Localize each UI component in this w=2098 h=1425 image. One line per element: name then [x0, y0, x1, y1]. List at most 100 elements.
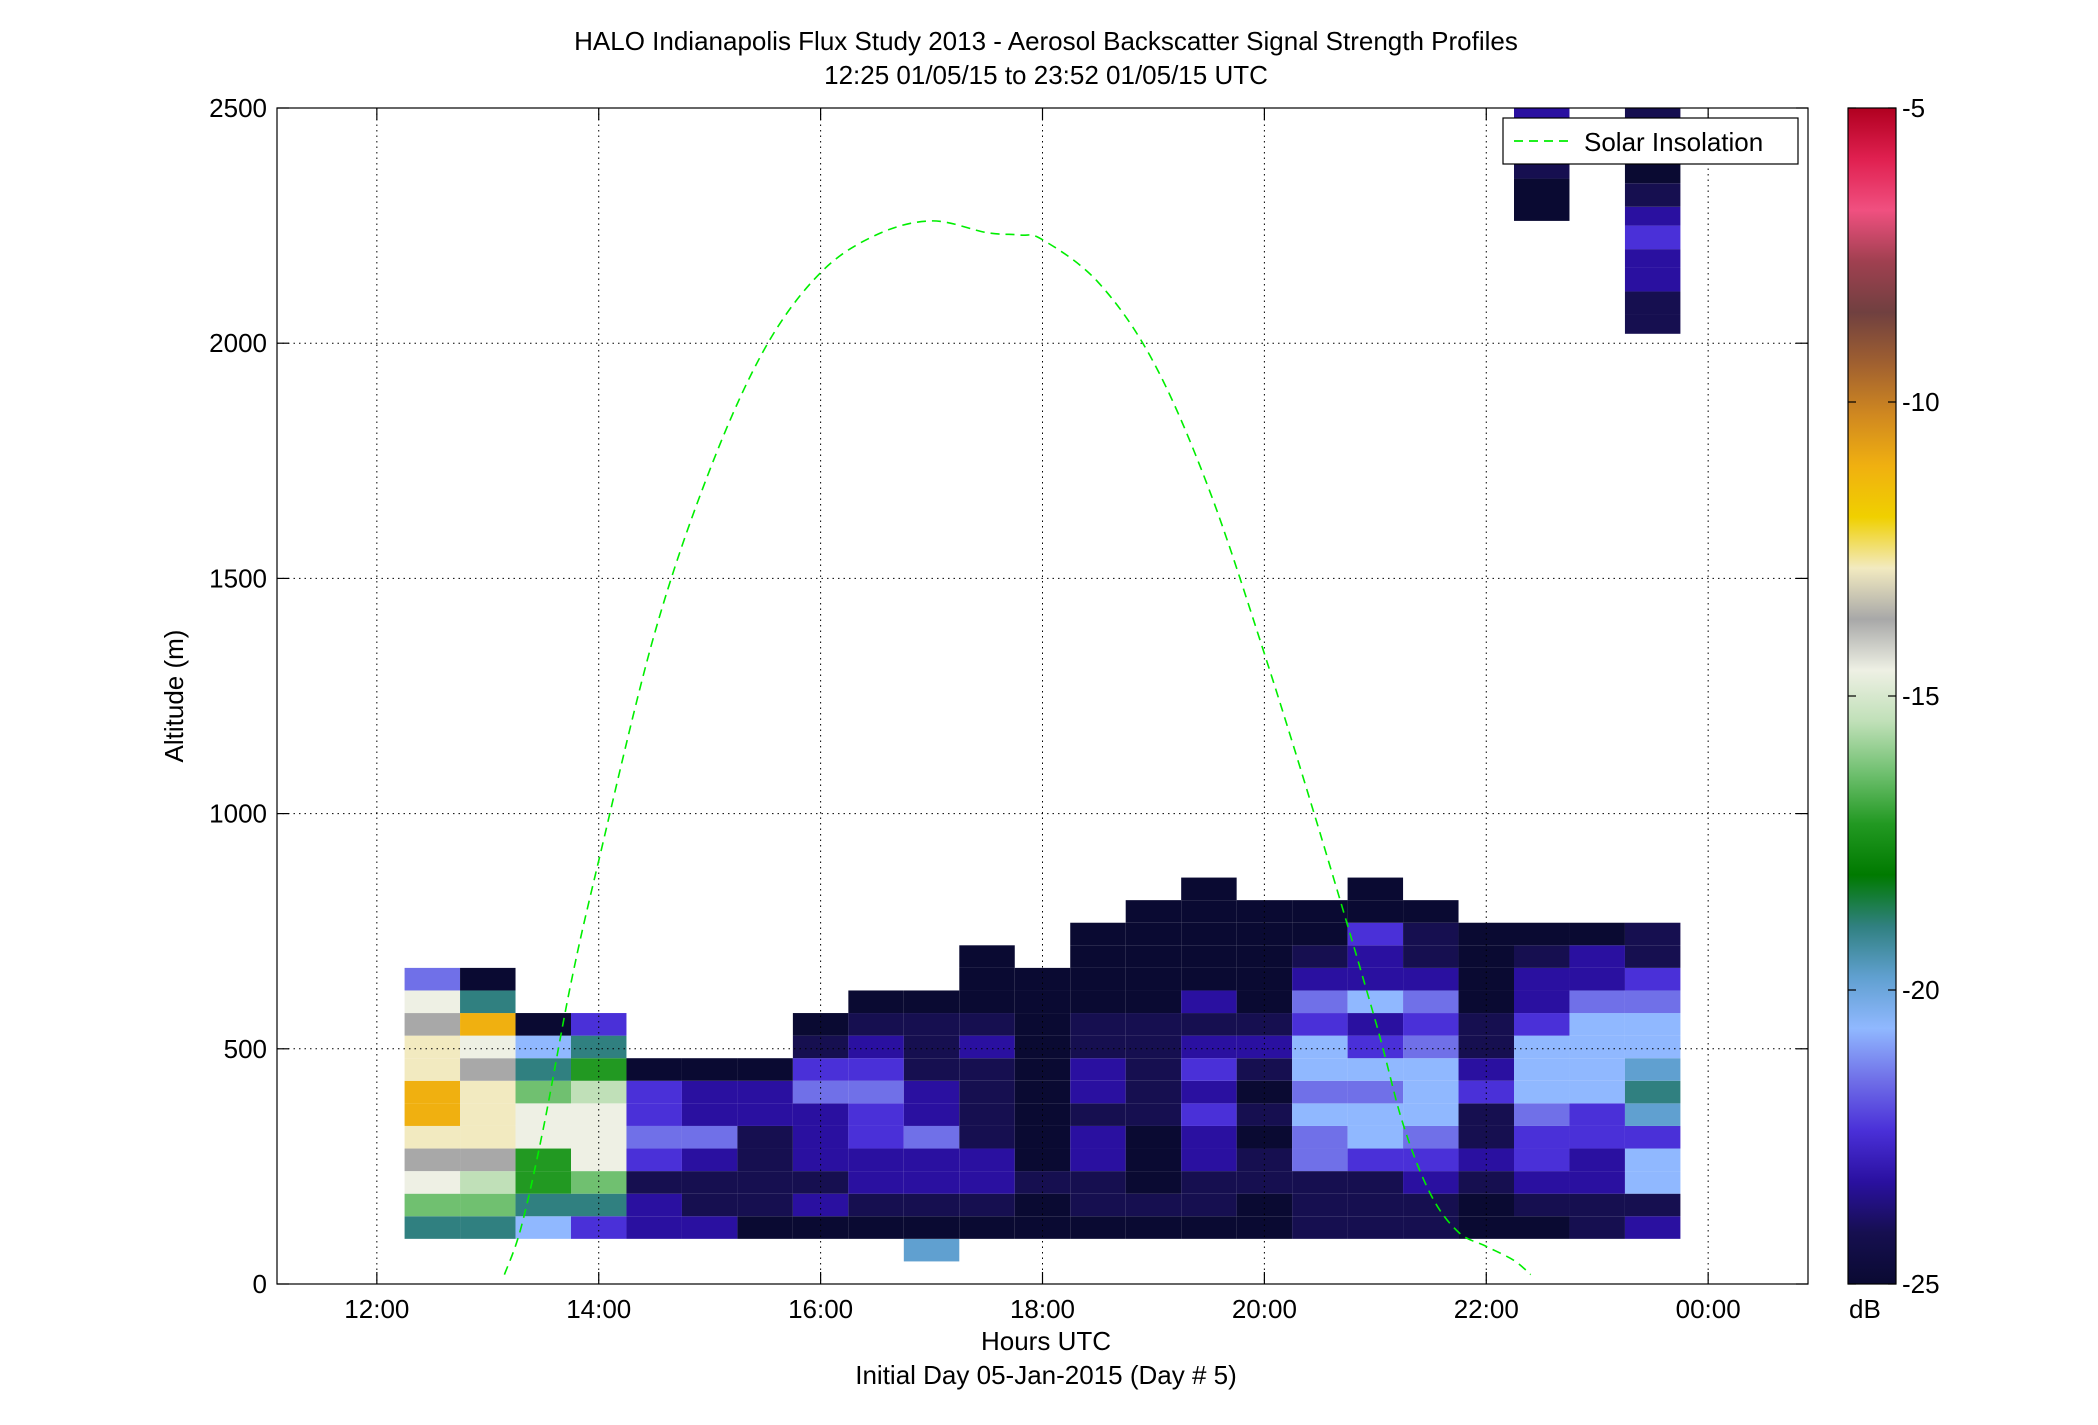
backscatter-cell — [1292, 1148, 1348, 1172]
backscatter-cell — [1125, 922, 1182, 946]
backscatter-cell — [1292, 1216, 1348, 1239]
backscatter-cell — [959, 945, 1015, 968]
backscatter-cell — [681, 1058, 738, 1081]
backscatter-cell — [1514, 1058, 1570, 1081]
y-tick-label: 500 — [224, 1034, 267, 1064]
backscatter-cell — [1070, 1080, 1126, 1104]
backscatter-cell — [1514, 1013, 1570, 1036]
backscatter-cell — [792, 1013, 849, 1036]
backscatter-cell — [848, 1216, 904, 1239]
backscatter-cell — [903, 1035, 960, 1059]
backscatter-cell — [570, 1058, 627, 1081]
backscatter-cell — [1624, 1058, 1681, 1081]
backscatter-cell — [515, 1125, 571, 1149]
backscatter-cell — [959, 1216, 1015, 1239]
backscatter-cell — [1181, 1103, 1237, 1126]
backscatter-cell — [1347, 1058, 1404, 1081]
backscatter-cell — [792, 1080, 849, 1104]
x-tick-label: 22:00 — [1454, 1294, 1519, 1324]
backscatter-cell — [1569, 1148, 1625, 1172]
backscatter-cell — [626, 1216, 682, 1239]
backscatter-cell — [1624, 1103, 1681, 1126]
backscatter-cell — [460, 990, 516, 1014]
backscatter-cell — [1292, 1193, 1348, 1217]
colorbar-tick-label: -5 — [1902, 93, 1925, 123]
backscatter-cell — [1569, 922, 1625, 946]
backscatter-cell — [1070, 1171, 1126, 1194]
backscatter-cell — [1181, 900, 1237, 923]
backscatter-cell — [848, 1148, 904, 1172]
backscatter-cell — [1292, 1058, 1348, 1081]
backscatter-cell — [737, 1103, 793, 1126]
backscatter-cell — [1125, 1216, 1182, 1239]
backscatter-cell — [1125, 1193, 1182, 1217]
backscatter-cell — [1181, 1035, 1237, 1059]
backscatter-cell — [792, 1058, 849, 1081]
backscatter-cell — [1181, 1193, 1237, 1217]
backscatter-cell — [570, 1216, 627, 1239]
backscatter-cell — [959, 1171, 1015, 1194]
backscatter-cell — [681, 1125, 738, 1149]
backscatter-cell — [1070, 1193, 1126, 1217]
backscatter-cell — [1347, 1148, 1404, 1172]
backscatter-cell — [460, 967, 516, 991]
backscatter-cell — [1347, 877, 1404, 901]
backscatter-cell — [1181, 967, 1237, 991]
backscatter-cell — [1347, 945, 1404, 968]
backscatter-cell — [1347, 1035, 1404, 1059]
backscatter-cell — [737, 1216, 793, 1239]
backscatter-cell — [515, 1193, 571, 1217]
backscatter-cell — [1347, 1216, 1404, 1239]
backscatter-cell — [959, 990, 1015, 1014]
backscatter-cell — [737, 1080, 793, 1104]
backscatter-cell — [570, 1013, 627, 1036]
backscatter-cell — [404, 1171, 461, 1194]
backscatter-cell — [1125, 900, 1182, 923]
backscatter-cell — [959, 1080, 1015, 1104]
legend-label-solar: Solar Insolation — [1584, 127, 1763, 157]
backscatter-cell — [1458, 945, 1515, 968]
backscatter-cell — [1569, 1035, 1625, 1059]
backscatter-cell — [1181, 1171, 1237, 1194]
backscatter-cell — [1403, 922, 1459, 946]
backscatter-cell — [1624, 1148, 1681, 1172]
chart-title: HALO Indianapolis Flux Study 2013 - Aero… — [574, 26, 1518, 56]
backscatter-cell — [515, 1080, 571, 1104]
backscatter-cell — [1181, 1013, 1237, 1036]
backscatter-cell — [848, 1125, 904, 1149]
backscatter-cell — [404, 1193, 461, 1217]
backscatter-cell — [681, 1148, 738, 1172]
backscatter-cell — [792, 1193, 849, 1217]
backscatter-cell — [848, 1058, 904, 1081]
backscatter-cell — [1347, 1125, 1404, 1149]
backscatter-cell — [1125, 1013, 1182, 1036]
backscatter-cell — [1403, 1035, 1459, 1059]
backscatter-cell — [1458, 1080, 1515, 1104]
backscatter-cell — [1125, 990, 1182, 1014]
backscatter-cell — [1403, 1171, 1459, 1194]
colorbar-tick-label: -25 — [1902, 1269, 1940, 1299]
backscatter-cell — [404, 1080, 461, 1104]
backscatter-cell — [903, 1080, 960, 1104]
backscatter-cell — [903, 1193, 960, 1217]
backscatter-cell — [1624, 1035, 1681, 1059]
backscatter-cell — [460, 1216, 516, 1239]
backscatter-cell — [1569, 1171, 1625, 1194]
y-tick-label: 1000 — [209, 799, 267, 829]
backscatter-cell — [404, 1148, 461, 1172]
backscatter-cell — [903, 1058, 960, 1081]
backscatter-cell — [1181, 1148, 1237, 1172]
backscatter-cell — [792, 1216, 849, 1239]
y-axis-label: Altitude (m) — [159, 630, 189, 763]
backscatter-cell — [903, 1125, 960, 1149]
backscatter-cell — [515, 1103, 571, 1126]
backscatter-cell — [1292, 990, 1348, 1014]
backscatter-cell — [1236, 1171, 1293, 1194]
backscatter-cell-upper — [1624, 314, 1681, 334]
backscatter-cell — [1292, 967, 1348, 991]
backscatter-cell — [1403, 1080, 1459, 1104]
backscatter-cell — [1070, 990, 1126, 1014]
backscatter-cell — [1014, 1013, 1071, 1036]
backscatter-cell — [1403, 1013, 1459, 1036]
backscatter-cell — [1624, 967, 1681, 991]
